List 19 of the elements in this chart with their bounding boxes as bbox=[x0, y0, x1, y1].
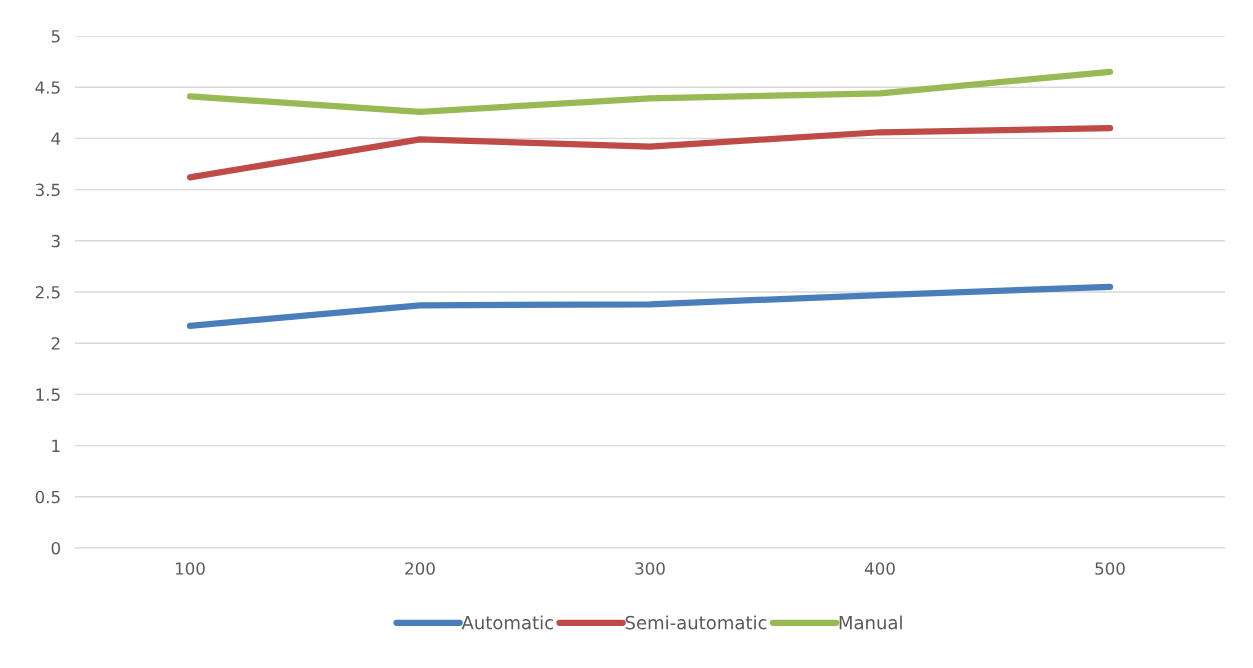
y-tick-label: 1.5 bbox=[36, 388, 60, 401]
y-tick-label: 0.5 bbox=[35, 490, 60, 504]
y-tick-label: 2.5 bbox=[35, 285, 60, 299]
y-tick-label: 4 bbox=[51, 132, 61, 145]
y-tick-label: 4.5 bbox=[35, 81, 60, 94]
y-tick-label: 2 bbox=[51, 337, 60, 350]
x-tick-label: 400 bbox=[864, 562, 895, 575]
legend-label: Semi-automatic bbox=[625, 615, 767, 630]
y-tick-label: 5 bbox=[51, 30, 60, 43]
legend-label: Manual bbox=[839, 615, 902, 630]
x-tick-label: 200 bbox=[405, 562, 435, 575]
x-tick-label: 500 bbox=[1095, 562, 1125, 575]
legend-label: Automatic bbox=[461, 615, 553, 630]
x-tick-label: 300 bbox=[635, 562, 665, 575]
y-tick-label: 3 bbox=[51, 234, 60, 248]
x-tick-label: 100 bbox=[175, 562, 205, 575]
y-tick-label: 3.5 bbox=[35, 183, 60, 197]
y-tick-label: 1 bbox=[52, 439, 60, 452]
y-tick-label: 0 bbox=[51, 541, 60, 555]
